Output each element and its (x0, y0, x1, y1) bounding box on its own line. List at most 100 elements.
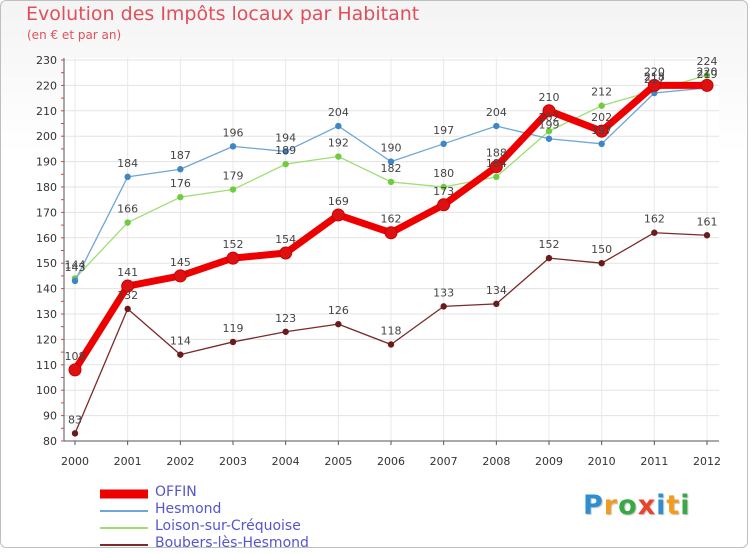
x-tick-label: 2009 (535, 455, 563, 468)
data-label: 212 (591, 86, 612, 99)
data-label: 150 (591, 243, 612, 256)
data-point (493, 122, 500, 130)
data-label: 224 (697, 55, 718, 68)
x-tick-label: 2003 (219, 455, 247, 468)
x-tick-label: 2007 (430, 455, 458, 468)
data-point (542, 104, 556, 118)
data-label: 210 (539, 91, 560, 104)
data-label: 190 (381, 142, 402, 155)
data-label: 176 (170, 177, 191, 190)
data-label: 143 (65, 261, 86, 274)
data-label: 189 (275, 144, 296, 157)
data-point (68, 363, 82, 377)
data-label: 114 (170, 335, 191, 348)
y-tick-label: 100 (36, 384, 57, 397)
logo-letter: t (666, 490, 681, 521)
y-tick-label: 160 (36, 232, 57, 245)
y-tick-label: 140 (36, 283, 57, 296)
x-tick-label: 2012 (693, 455, 721, 468)
data-label: 197 (591, 124, 612, 137)
data-point (545, 127, 553, 135)
data-point (595, 124, 609, 138)
data-point (177, 166, 184, 173)
data-label: 152 (539, 238, 560, 251)
data-label: 188 (486, 147, 507, 160)
y-tick-label: 120 (36, 333, 57, 346)
data-point (545, 254, 553, 262)
data-label: 187 (170, 149, 191, 162)
data-label: 184 (486, 157, 507, 170)
data-label: 218 (644, 70, 665, 83)
data-label: 220 (697, 65, 718, 78)
logo-letter: P (583, 490, 604, 521)
data-label: 219 (697, 68, 718, 81)
data-label: 108 (65, 350, 86, 363)
data-point (282, 160, 289, 168)
data-point (647, 78, 661, 92)
data-point (282, 148, 289, 155)
data-point (331, 208, 345, 222)
data-point (598, 260, 605, 267)
chart-title: Evolution des Impôts locaux par Habitant (26, 3, 420, 25)
data-point (598, 102, 605, 109)
data-label: 169 (328, 195, 349, 208)
logo-letter: i (680, 490, 691, 521)
data-point (177, 193, 184, 201)
data-point (651, 229, 658, 236)
x-tick-label: 2001 (114, 455, 142, 468)
data-label: 123 (275, 312, 296, 325)
legend-label: Boubers-lès-Hesmond (155, 535, 309, 551)
data-point (387, 158, 395, 165)
data-point (282, 328, 289, 335)
x-tick-label: 2006 (377, 455, 405, 468)
data-point (121, 279, 135, 293)
data-point (124, 173, 131, 181)
data-point (387, 341, 395, 348)
legend-label: Hesmond (155, 501, 222, 517)
data-label: 196 (223, 126, 244, 139)
data-label: 118 (381, 324, 402, 337)
y-tick-label: 110 (36, 359, 57, 372)
data-label: 152 (223, 238, 244, 251)
legend-swatch (100, 526, 148, 529)
data-point (335, 122, 342, 130)
data-point (703, 232, 711, 239)
data-point (598, 140, 605, 148)
data-point (71, 430, 79, 437)
data-point (440, 183, 447, 191)
y-tick-label: 220 (36, 79, 57, 92)
data-label: 162 (644, 213, 665, 226)
x-tick-label: 2000 (61, 455, 89, 468)
logo-letter: i (656, 490, 667, 521)
data-label: 132 (117, 289, 138, 302)
data-label: 141 (117, 266, 138, 279)
data-label: 134 (486, 284, 507, 297)
legend-label: Loison-sur-Créquoise (155, 518, 301, 534)
data-label: 166 (117, 203, 138, 216)
data-point (493, 300, 500, 308)
data-point (71, 277, 79, 285)
legend-swatch (100, 509, 148, 512)
y-tick-label: 210 (36, 105, 57, 118)
data-point (489, 160, 503, 174)
data-label: 161 (697, 215, 718, 228)
data-label: 204 (486, 106, 507, 119)
data-label: 126 (328, 304, 349, 317)
data-point (335, 320, 342, 328)
data-point (700, 78, 714, 92)
data-label: 182 (381, 162, 402, 175)
chart-subtitle: (en € et par an) (27, 28, 122, 42)
y-tick-label: 170 (36, 206, 57, 219)
data-point (440, 303, 447, 310)
data-point (229, 143, 237, 150)
x-tick-label: 2010 (588, 455, 616, 468)
data-label: 145 (170, 256, 191, 269)
y-tick-label: 130 (36, 308, 57, 321)
y-tick-label: 90 (43, 410, 57, 423)
x-tick-label: 2011 (640, 455, 668, 468)
data-point (279, 246, 293, 260)
data-point (703, 72, 711, 79)
data-label: 220 (644, 65, 665, 78)
legend-label: OFFIN (155, 484, 197, 500)
